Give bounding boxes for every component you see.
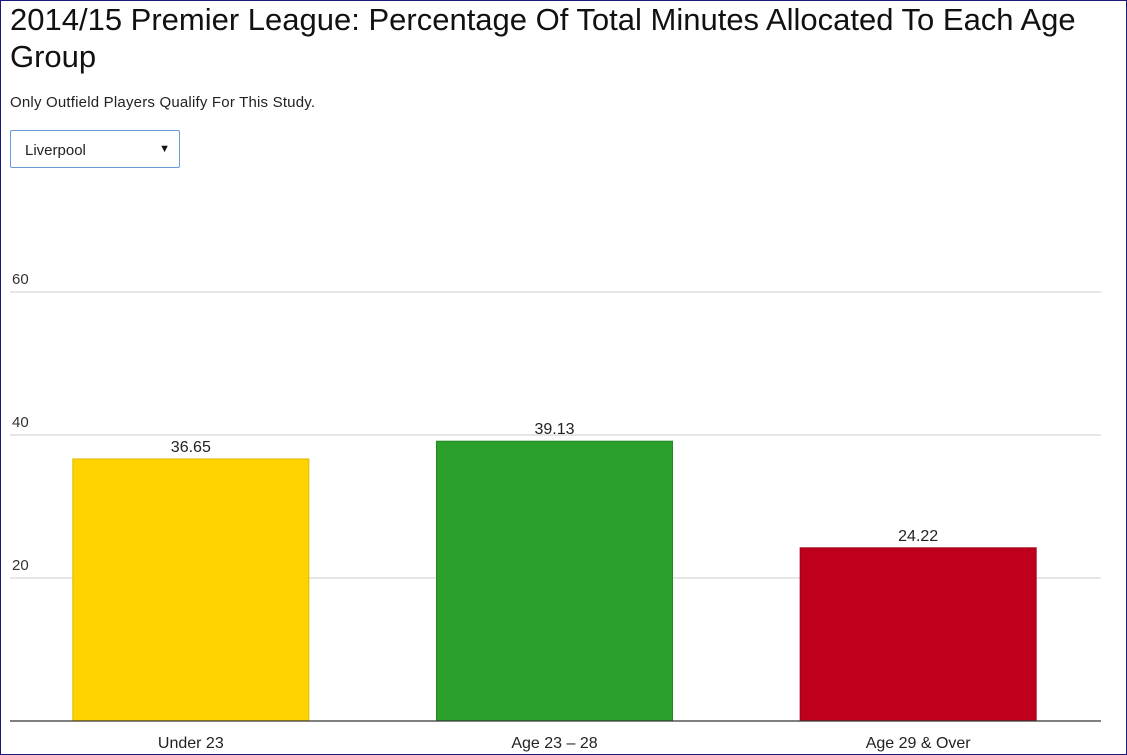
data-label: 36.65: [171, 439, 211, 456]
data-label: 24.22: [898, 528, 938, 545]
x-tick-label: Age 29 & Over: [866, 735, 972, 752]
x-tick-label: Under 23: [158, 735, 224, 752]
y-tick-label: 20: [12, 557, 29, 574]
y-tick-label: 60: [12, 271, 29, 288]
team-select-dropdown[interactable]: Liverpool ▼: [10, 130, 180, 168]
bar: [72, 458, 310, 722]
bar: [436, 440, 673, 722]
data-label: 39.13: [534, 421, 574, 438]
bar: [799, 547, 1037, 722]
page-subtitle: Only Outfield Players Qualify For This S…: [10, 94, 316, 111]
team-select-value: Liverpool: [25, 142, 86, 159]
y-tick-label: 40: [12, 414, 29, 431]
page-title: 2014/15 Premier League: Percentage Of To…: [10, 2, 1076, 74]
x-tick-label: Age 23 – 28: [511, 735, 597, 752]
chevron-down-icon: ▼: [159, 143, 170, 155]
